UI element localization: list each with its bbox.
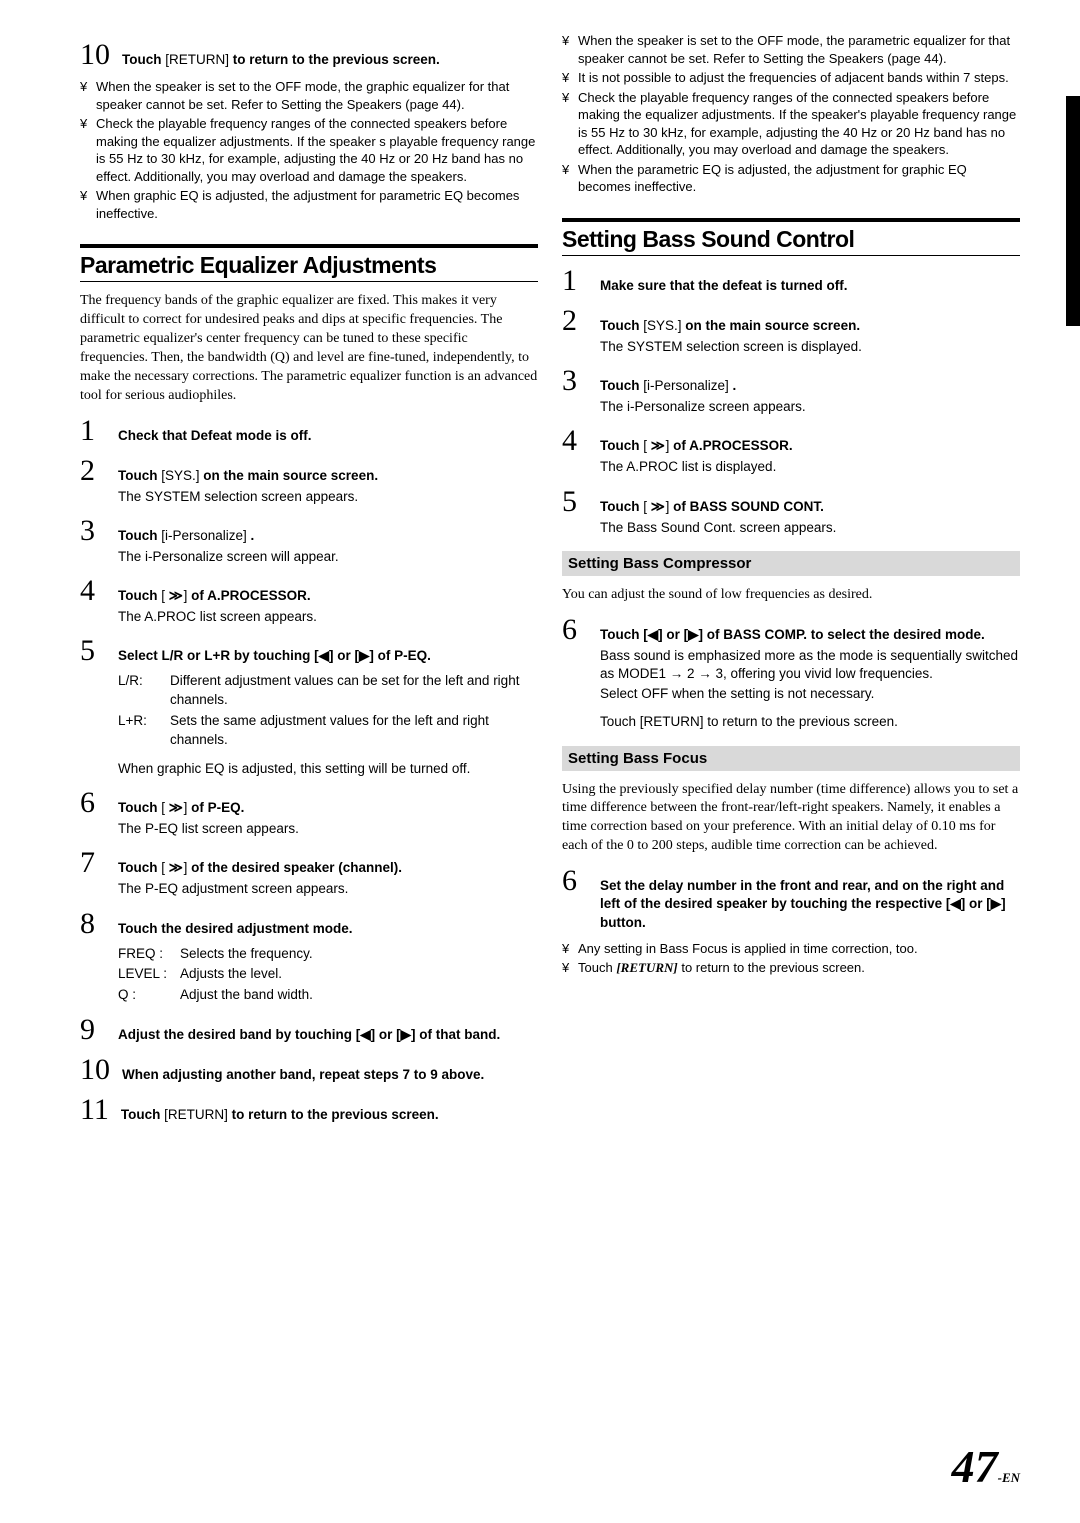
sub-body: Using the previously specified delay num… [562,781,1020,857]
bullet: ¥It is not possible to adjust the freque… [562,69,1020,87]
bullet: ¥Check the playable frequency ranges of … [562,89,1020,159]
step-num: 10 [80,40,110,70]
step-2: 2 Touch [SYS.] on the main source screen… [562,306,1020,336]
bullet: ¥Check the playable frequency ranges of … [80,115,538,185]
step-3: 3 Touch [i-Personalize] . [80,516,538,546]
step-7: 7 Touch [ ≫ ] of the desired speaker (ch… [80,848,538,878]
step-6a: 6 Touch [◀] or [▶] of BASS COMP. to sele… [562,615,1020,645]
bullet: ¥When the speaker is set to the OFF mode… [562,32,1020,67]
step-2: 2 Touch [SYS.] on the main source screen… [80,456,538,486]
right-column: ¥When the speaker is set to the OFF mode… [562,30,1020,1125]
step-8-rows: FREQ :Selects the frequency. LEVEL :Adju… [118,945,538,1006]
step-9: 9 Adjust the desired band by touching [◀… [80,1015,538,1045]
step-11: 11 Touch [RETURN] to return to the previ… [80,1095,538,1125]
page-number: 47-EN [952,1440,1020,1493]
step-1: 1 Check that Defeat mode is off. [80,416,538,446]
step-3: 3 Touch [i-Personalize] . [562,366,1020,396]
bullet: ¥When the speaker is set to the OFF mode… [80,78,538,113]
step-10b: 10 When adjusting another band, repeat s… [80,1055,538,1085]
sub-heading: Setting Bass Focus [562,746,1020,771]
section-title: Parametric Equalizer Adjustments [80,252,538,279]
step-5: 5 Select L/R or L+R by touching [◀] or [… [80,636,538,666]
rule-thin [80,281,538,282]
bullet: ¥When the parametric EQ is adjusted, the… [562,161,1020,196]
return-note: Touch [RETURN] to return to the previous… [600,713,1020,731]
bullet: ¥ Touch [RETURN] to return to the previo… [562,959,1020,977]
sub-body: You can adjust the sound of low frequenc… [562,586,1020,605]
step-6b: 6 Set the delay number in the front and … [562,866,1020,932]
step-8: 8 Touch the desired adjustment mode. [80,909,538,939]
step-5-rows: L/R:Different adjustment values can be s… [118,672,538,750]
rule-thick [562,218,1020,222]
step-10: 10 Touch [RETURN] to return to the previ… [80,40,538,70]
bullet: ¥Any setting in Bass Focus is applied in… [562,940,1020,958]
edge-tab [1066,96,1080,326]
bullets-a: ¥When the speaker is set to the OFF mode… [562,32,1020,196]
step-4: 4 Touch [ ≫ ] of A.PROCESSOR. [562,426,1020,456]
step-text: Touch [RETURN] to return to the previous… [122,51,538,69]
step-5: 5 Touch [ ≫ ] of BASS SOUND CONT. [562,487,1020,517]
bullet: ¥When graphic EQ is adjusted, the adjust… [80,187,538,222]
section-title: Setting Bass Sound Control [562,226,1020,253]
left-column: 10 Touch [RETURN] to return to the previ… [80,30,538,1125]
bullets-a: ¥When the speaker is set to the OFF mode… [80,78,538,222]
step-4: 4 Touch [ ≫ ] of A.PROCESSOR. [80,576,538,606]
rule-thick [80,244,538,248]
bullets-b: ¥Any setting in Bass Focus is applied in… [562,940,1020,977]
step-6: 6 Touch [ ≫ ] of P-EQ. [80,788,538,818]
step-1: 1 Make sure that the defeat is turned of… [562,266,1020,296]
rule-thin [562,255,1020,256]
section-body: The frequency bands of the graphic equal… [80,292,538,405]
sub-heading: Setting Bass Compressor [562,551,1020,576]
page-content: 10 Touch [RETURN] to return to the previ… [0,0,1080,1125]
